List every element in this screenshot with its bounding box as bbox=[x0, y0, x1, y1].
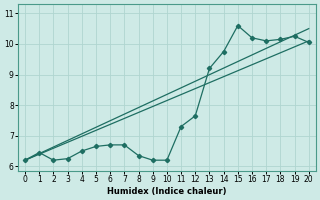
X-axis label: Humidex (Indice chaleur): Humidex (Indice chaleur) bbox=[107, 187, 227, 196]
